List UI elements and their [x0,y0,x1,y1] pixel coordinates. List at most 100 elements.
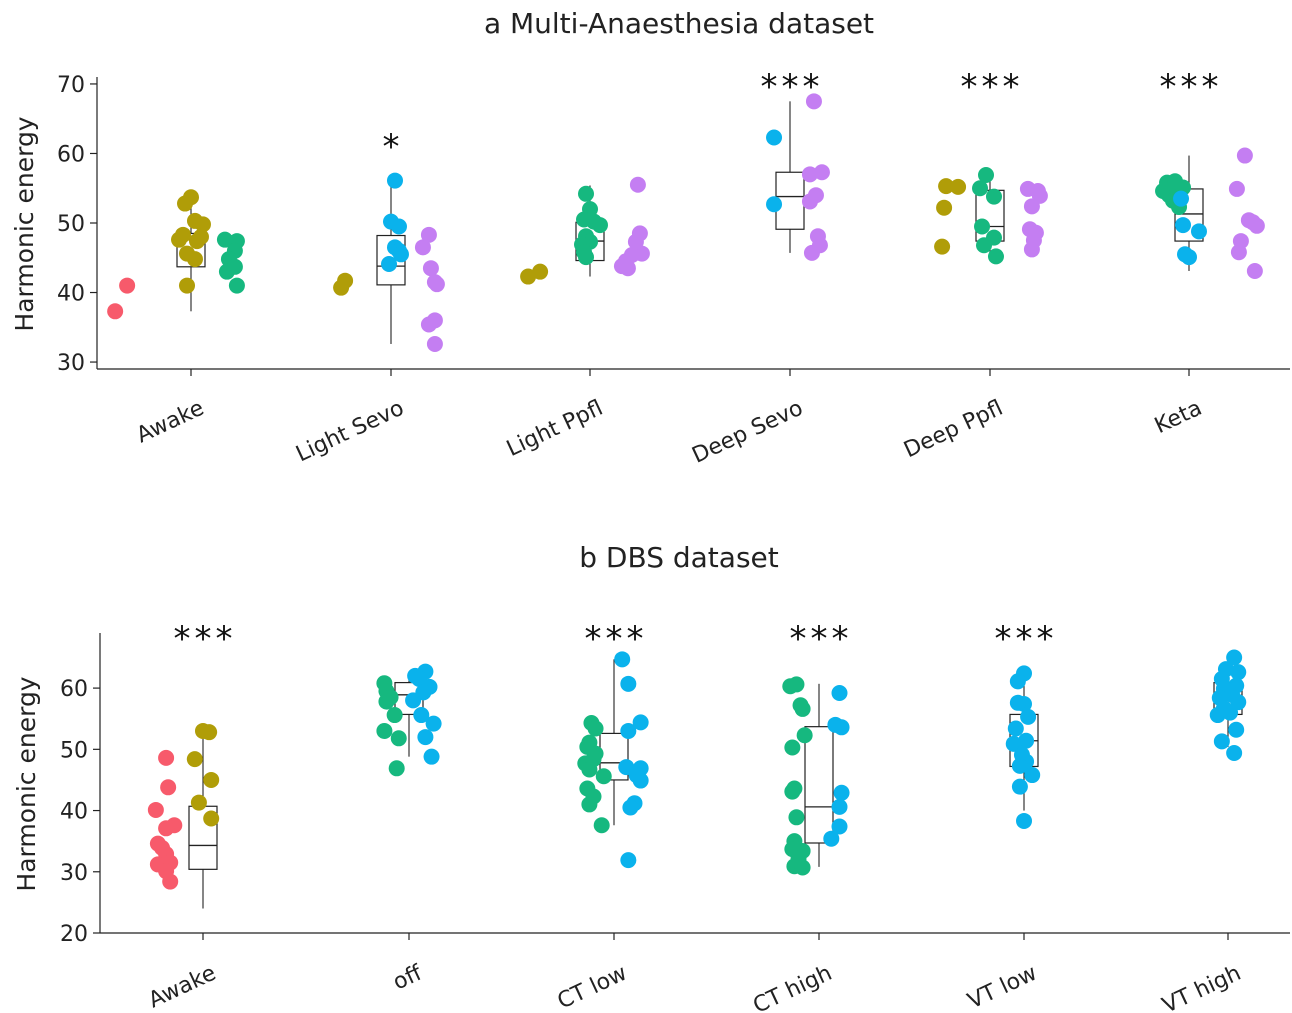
data-point-olive [179,277,196,294]
data-point-green [972,180,989,197]
data-point-blue [1213,733,1230,750]
data-point-blue [1009,694,1026,711]
data-point-red [160,779,177,796]
data-point-purple [426,312,443,329]
x-category-label: Deep Sevo [689,396,807,469]
panel-a-y-axis-label: Harmonic energy [10,116,39,331]
data-point-purple [629,176,646,193]
data-point-blue [1011,778,1028,795]
y-tick-label: 70 [57,73,85,98]
panel-b: b DBS dataset Harmonic energy 20 30 40 50 60… [12,541,1290,1013]
data-point-green [376,722,393,739]
data-point-green [985,188,1002,205]
data-point-green [581,796,598,813]
data-point-olive [520,268,537,285]
y-tick-label: 50 [60,738,88,763]
data-point-purple [422,260,439,277]
data-point-purple [414,239,431,256]
data-point-blue [833,784,850,801]
data-point-red [162,873,179,890]
data-point-green [788,676,805,693]
y-tick-label: 60 [57,142,85,167]
box-iqr [804,726,834,844]
data-point-purple [805,93,822,110]
data-point-olive [938,178,955,195]
data-point-green [595,768,612,785]
data-point-green [581,761,598,778]
data-point-blue [614,651,631,668]
data-point-green [390,730,407,747]
data-point-green [987,248,1004,265]
data-point-blue [1024,767,1041,784]
data-point-purple [801,166,818,183]
data-point-red [119,277,136,294]
data-point-purple [428,276,445,293]
data-point-olive [936,199,953,216]
data-point-red [107,303,124,320]
data-point-blue [632,772,649,789]
data-point-green [578,185,595,202]
data-point-blue [392,246,409,263]
y-tick-label: 40 [57,282,85,307]
data-point-green [976,237,993,254]
data-point-blue [620,675,637,692]
data-point-olive [950,178,967,195]
data-point-purple [813,164,830,181]
significance-marker: *** [790,619,853,659]
data-point-blue [423,748,440,765]
data-point-olive [532,263,549,280]
data-point-purple [426,335,443,352]
data-point-olive [190,794,207,811]
data-point-purple [1236,147,1253,164]
significance-marker: *** [995,619,1058,659]
data-point-purple [1248,217,1265,234]
data-point-blue [766,196,783,213]
data-point-blue [1009,673,1026,690]
data-point-blue [823,830,840,847]
data-point-green [788,809,805,826]
data-point-green [978,167,995,184]
data-point-green [587,720,604,737]
data-point-green [378,693,395,710]
data-point-blue [1007,720,1024,737]
data-point-olive [186,251,203,268]
data-point-blue [417,729,434,746]
data-point-blue [1226,649,1243,666]
data-point-blue [413,707,430,724]
data-point-blue [833,719,850,736]
significance-marker: * [383,127,404,167]
data-point-blue [831,818,848,835]
data-point-blue [766,129,783,146]
data-point-blue [1175,217,1192,234]
data-point-green [593,817,610,834]
data-point-red [158,820,175,837]
significance-marker: *** [1160,67,1223,107]
data-point-green [796,727,813,744]
data-point-green [226,258,243,275]
panel-a-plot-area: 30 40 50 60 70 Awake Light Sevo Light Ppfl Deep … [57,67,1290,469]
x-category-label: VT low [964,961,1041,1013]
data-point-blue [386,172,403,189]
data-point-red [147,801,164,818]
panel-a: a Multi-Anaesthesia dataset Harmonic ene… [10,7,1290,469]
data-point-blue [425,715,442,732]
data-point-blue [1018,732,1035,749]
panel-b-y-axis-label: Harmonic energy [12,676,41,891]
data-point-olive [333,279,350,296]
data-point-green [578,249,595,266]
significance-marker: *** [961,67,1024,107]
significance-marker: *** [174,619,237,659]
data-point-purple [1023,198,1040,215]
x-category-label: Light Ppfl [503,396,607,462]
data-point-purple [801,193,818,210]
data-point-green [388,760,405,777]
data-point-purple [420,226,437,243]
data-point-blue [1016,812,1032,829]
data-point-green [216,231,233,248]
data-point-green [386,707,403,724]
data-point-blue [1173,190,1190,207]
panel-b-title: b DBS dataset [579,541,779,574]
data-point-blue [632,714,649,731]
data-point-olive [201,724,218,741]
x-category-label: off [389,960,426,995]
